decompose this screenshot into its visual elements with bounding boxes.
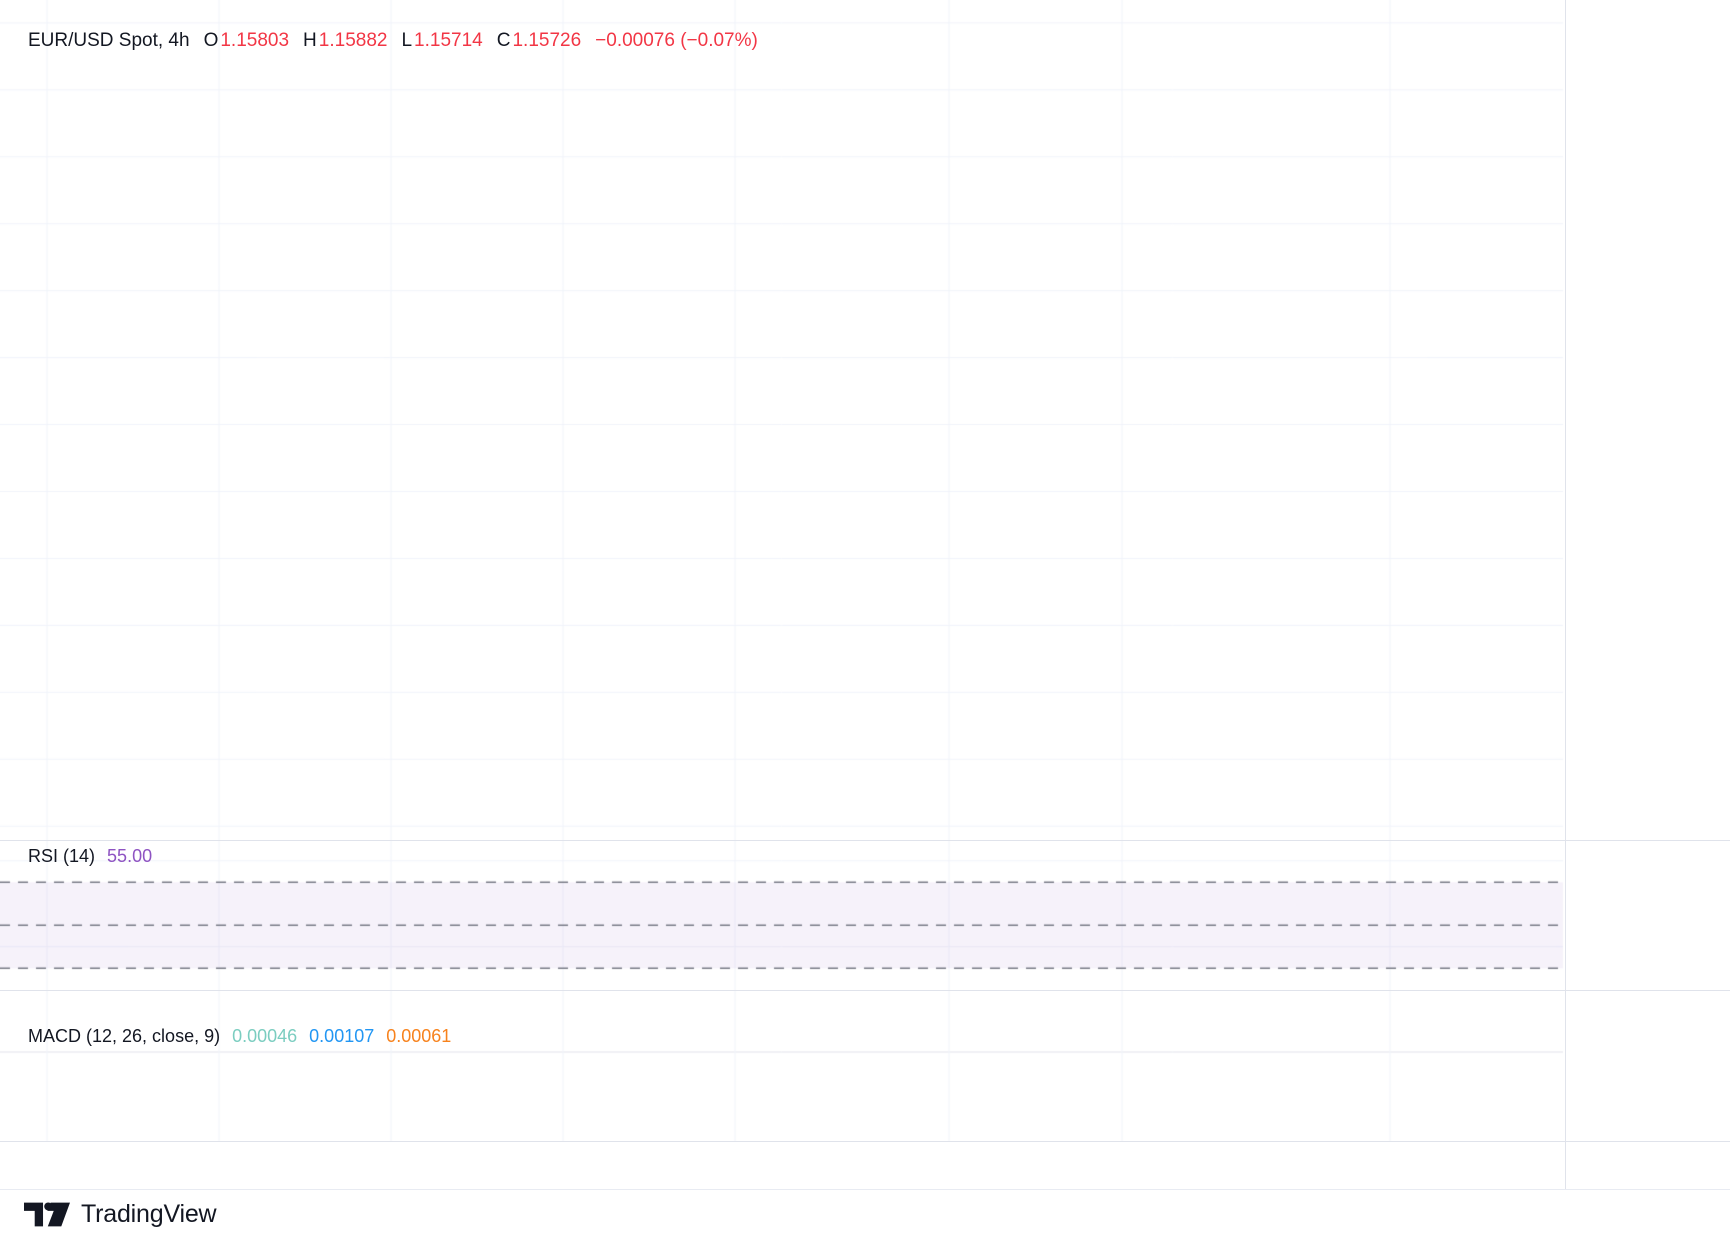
macd-legend[interactable]: MACD (12, 26, close, 9) 0.00046 0.00107 … bbox=[28, 1026, 451, 1047]
ohlc-close: C 1.15726 bbox=[496, 30, 582, 51]
tradingview-logo[interactable]: TradingView bbox=[24, 1200, 217, 1229]
axis-separator bbox=[1565, 0, 1566, 1189]
footer-separator bbox=[0, 1189, 1730, 1190]
ohlc-high: H 1.15882 bbox=[303, 30, 388, 51]
pane-separator-time bbox=[0, 1141, 1730, 1142]
rsi-title: RSI (14) bbox=[28, 846, 96, 866]
macd-signal-value: 0.00061 bbox=[386, 1026, 452, 1046]
rsi-value: 55.00 bbox=[107, 846, 153, 866]
pane-separator-macd[interactable] bbox=[0, 990, 1730, 991]
ohlc-open: O 1.15803 bbox=[203, 30, 290, 51]
tradingview-logo-text: TradingView bbox=[81, 1200, 217, 1228]
tradingview-logo-icon bbox=[24, 1202, 70, 1227]
macd-line-value: 0.00107 bbox=[309, 1026, 375, 1046]
ohlc-low: L 1.15714 bbox=[401, 30, 483, 51]
symbol-legend[interactable]: EUR/USD Spot, 4h O 1.15803 H 1.15882 L 1.15… bbox=[28, 30, 758, 52]
rsi-legend[interactable]: RSI (14) 55.00 bbox=[28, 846, 152, 867]
symbol-title: EUR/USD Spot, 4h bbox=[28, 30, 190, 51]
pane-separator-rsi[interactable] bbox=[0, 840, 1730, 841]
price-change: −0.00076 (−0.07%) bbox=[595, 30, 758, 51]
macd-title: MACD (12, 26, close, 9) bbox=[28, 1026, 221, 1046]
macd-hist-value: 0.00046 bbox=[232, 1026, 298, 1046]
